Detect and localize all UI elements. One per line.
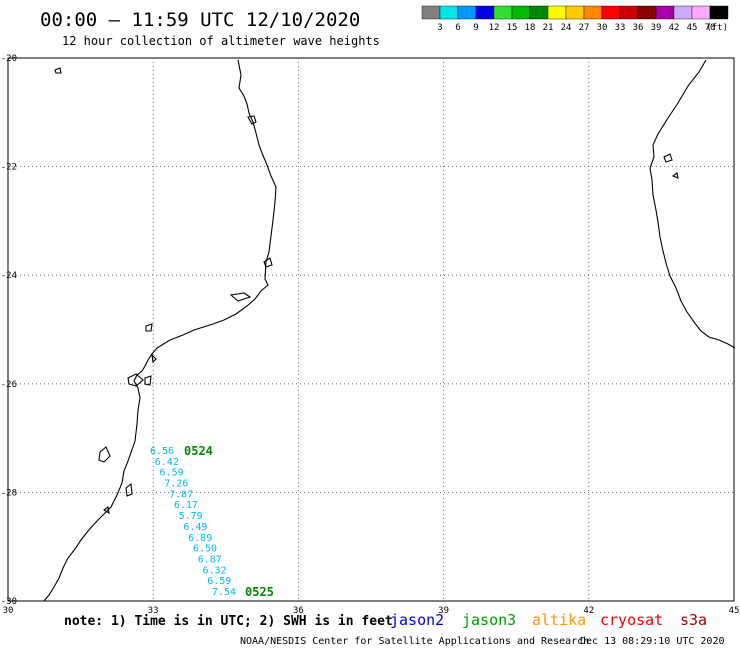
satellite-name-s3a: s3a [680,611,707,629]
coastline-africa [43,59,277,602]
satellite-name-jason3: jason3 [462,611,516,629]
legend-label: 9 [473,23,478,33]
lat-tick-label: -26 [1,380,17,390]
lon-tick-label: 39 [438,606,449,616]
lon-tick-label: 36 [293,606,304,616]
legend-label: 24 [561,23,572,33]
track-value: 6.32 [202,565,226,576]
legend-unit: (ft) [706,23,728,33]
legend-swatch [529,5,549,20]
legend-swatch [637,5,657,20]
legend-label: 70 [705,23,716,33]
plot-frame [7,57,735,602]
track-value: 7.87 [169,489,193,500]
legend-label: 12 [489,23,500,33]
legend-swatch [619,5,639,20]
legend-swatch [601,5,621,20]
footer-timestamp: Dec 13 08:29:10 UTC 2020 [580,636,725,647]
map-title: 00:00 – 11:59 UTC 12/10/2020 [40,9,360,31]
track-value: 6.49 [183,522,207,533]
legend-label: 27 [579,23,590,33]
track-start-time: 0524 [184,444,213,458]
track-value: 5.79 [179,511,203,522]
lon-tick-label: 30 [3,606,14,616]
legend-swatch [511,5,531,20]
lat-tick-label: -22 [1,163,17,173]
lon-tick-label: 33 [148,606,159,616]
legend-label: 33 [615,23,626,33]
legend-label: 36 [633,23,644,33]
track-value: 6.42 [155,457,179,468]
legend-label: 30 [597,23,608,33]
track-value: 6.50 [193,544,217,555]
axis-labels: 30 33 36 39 42 45 -20 -22 -24 -26 -28 -30 [1,54,740,616]
track-value: 7.54 [212,587,236,598]
track-value: 7.26 [164,479,188,490]
lat-tick-label: -20 [1,54,17,64]
legend-swatch [493,5,513,20]
track-value: 6.89 [188,533,212,544]
legend-swatch [475,5,495,20]
satellite-legend: jason2 jason3 altika cryosat s3a [390,611,707,629]
legend-swatch [655,5,675,20]
satellite-name-cryosat: cryosat [600,611,663,629]
color-legend: 3 6 9 12 15 18 21 24 27 30 33 36 39 42 45 70(ft) [421,5,729,33]
legend-swatch [421,5,441,20]
altimeter-track: 6.566.426.597.267.876.175.796.496.896.50… [150,446,236,598]
legend-swatch [547,5,567,20]
lat-tick-label: -30 [1,597,17,607]
legend-label: 39 [651,23,662,33]
legend-label: 42 [669,23,680,33]
track-value: 6.87 [198,554,222,565]
lat-tick-label: -24 [1,271,17,281]
legend-label: 45 [687,23,698,33]
track-value: 6.17 [174,500,198,511]
legend-swatch [691,5,711,20]
legend-swatch [673,5,693,20]
track-value: 6.56 [150,446,174,457]
track-end-time: 0525 [245,585,274,599]
legend-swatch [439,5,459,20]
map-subtitle: 12 hour collection of altimeter wave hei… [62,34,380,48]
legend-label: 21 [543,23,554,33]
legend-label: 6 [455,23,460,33]
satellite-name-altika: altika [532,611,586,629]
lat-tick-label: -28 [1,488,17,498]
legend-swatch [709,5,729,20]
footer-note: note: 1) Time is in UTC; 2) SWH is in fe… [64,614,393,629]
lon-tick-label: 42 [583,606,594,616]
legend-swatch [565,5,585,20]
legend-swatch [583,5,603,20]
legend-label: 15 [507,23,518,33]
coastline-madagascar [649,59,736,349]
track-value: 6.59 [207,576,231,587]
footer-credit: NOAA/NESDIS Center for Satellite Applica… [240,636,589,647]
satellite-name-jason2: jason2 [390,611,444,629]
lon-tick-label: 45 [729,606,740,616]
track-value: 6.59 [160,468,184,479]
legend-label: 3 [437,23,442,33]
legend-label: 18 [525,23,536,33]
legend-swatch [457,5,477,20]
